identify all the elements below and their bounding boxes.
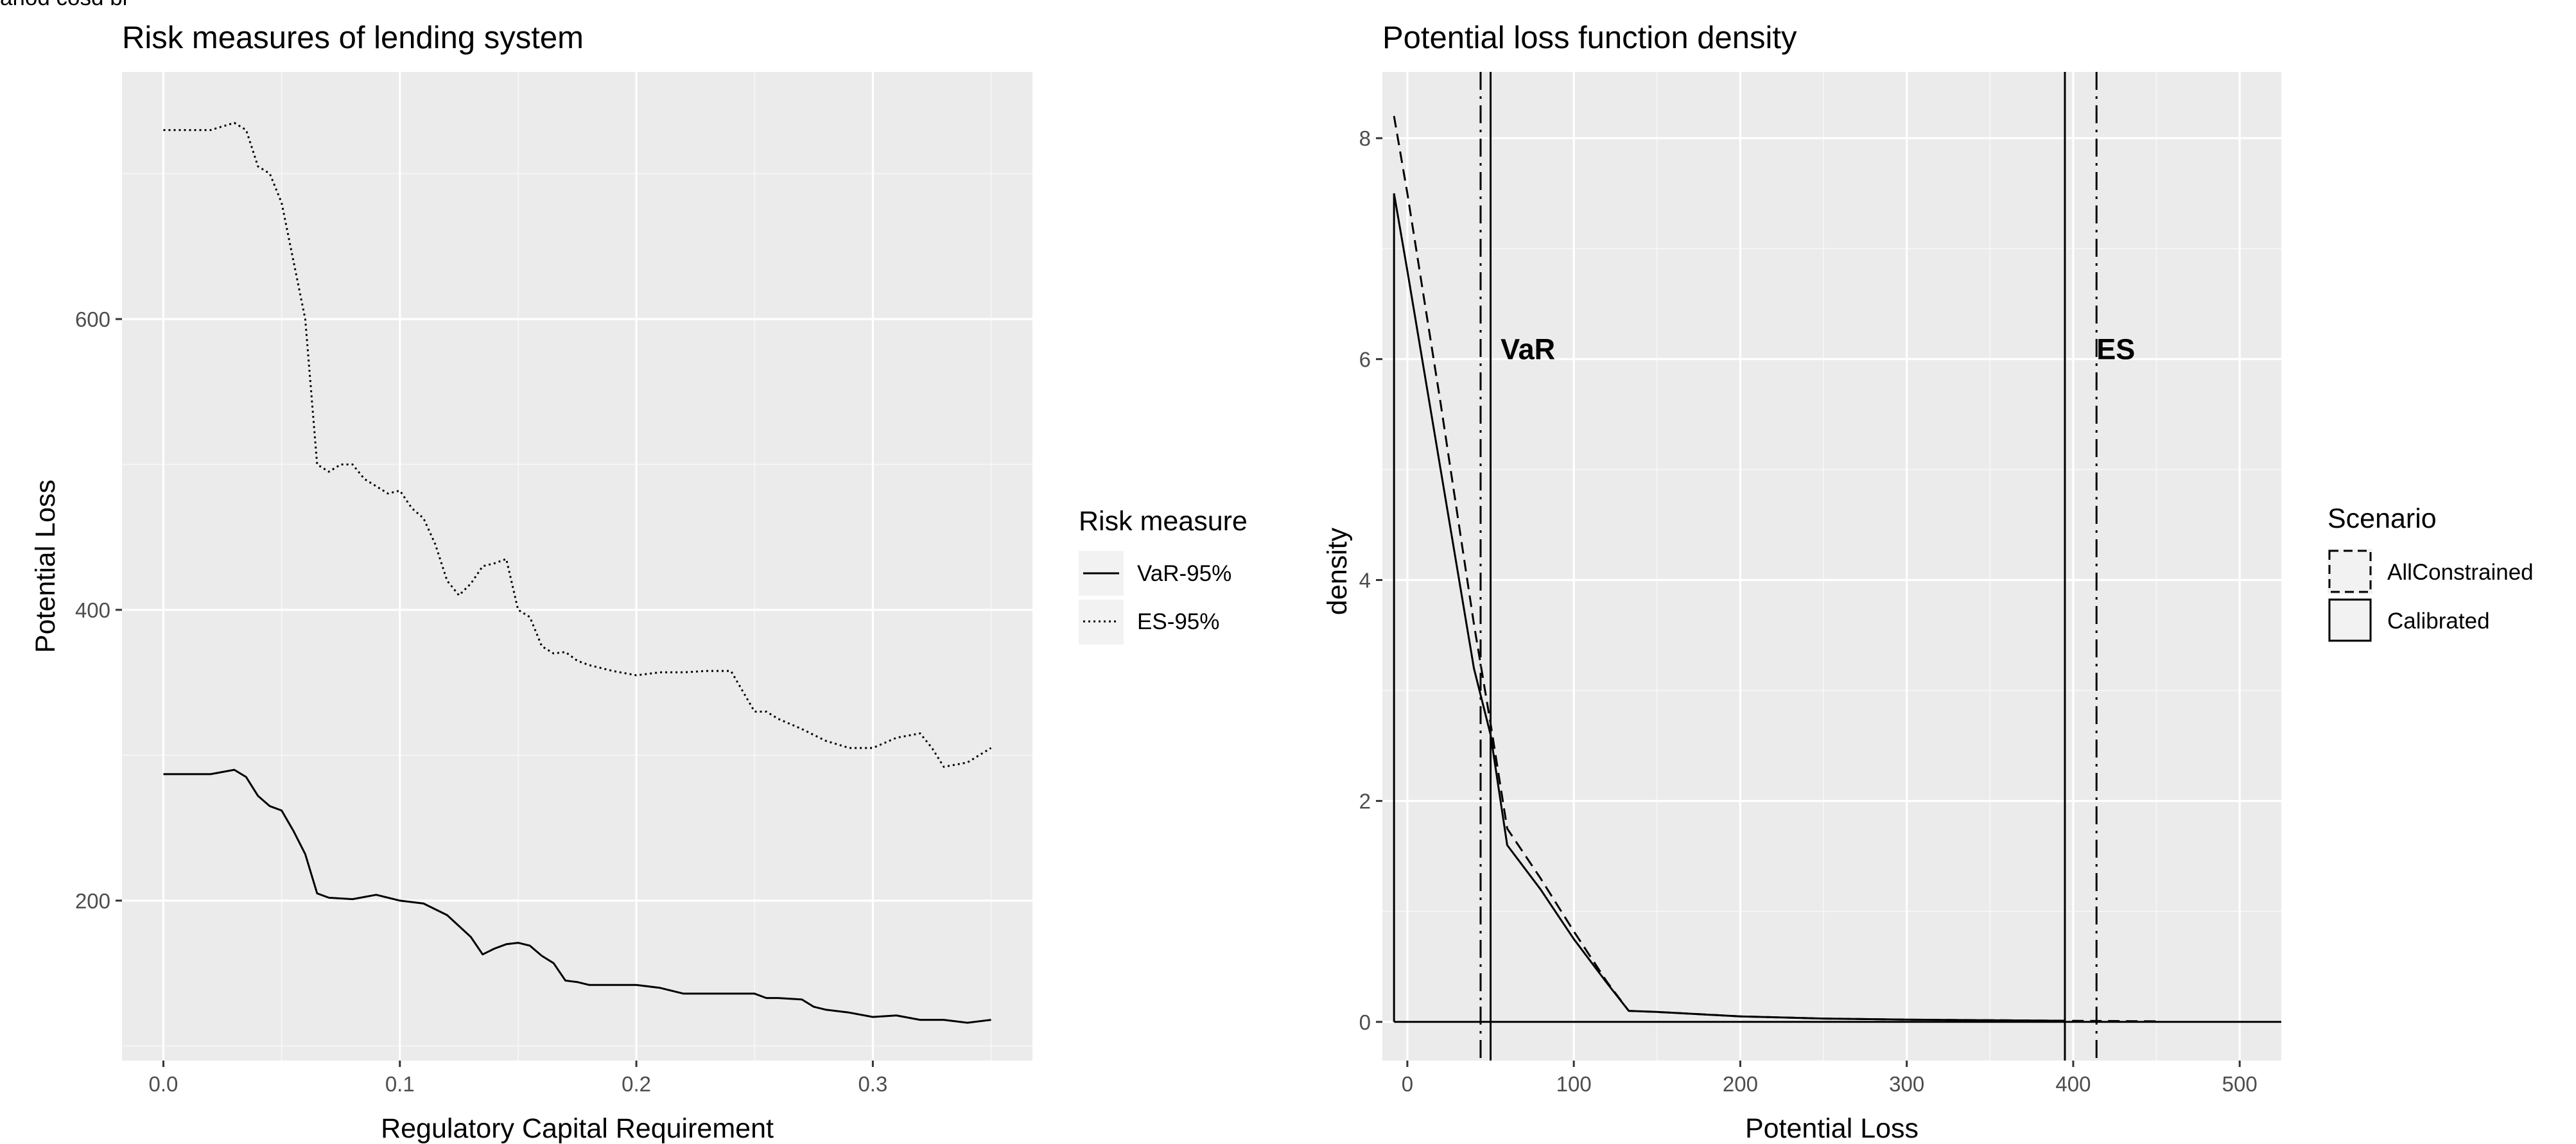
chart1-x-tick-label: 0.1 bbox=[385, 1072, 415, 1096]
chart2-y-tick-label: 4 bbox=[1359, 569, 1371, 593]
chart1-legend-label-var: VaR-95% bbox=[1137, 561, 1231, 586]
chart1-y-axis-title: Potential Loss bbox=[30, 480, 61, 653]
chart2-x-tick-label: 500 bbox=[2222, 1072, 2258, 1096]
chart2-y-tick-label: 6 bbox=[1359, 347, 1371, 371]
chart2-y-tick-label: 8 bbox=[1359, 126, 1371, 150]
chart2-y-axis-title: density bbox=[1322, 527, 1353, 615]
chart2-legend: Scenario AllConstrained Calibrated bbox=[2328, 503, 2534, 643]
chart1-legend-label-es: ES-95% bbox=[1137, 609, 1219, 634]
chart2-annotation-es: ES bbox=[2096, 333, 2135, 365]
chart2-title: Potential loss function density bbox=[1382, 21, 1797, 55]
risk-measures-panel: Risk measures of lending system 0.0 0.1 0.… bbox=[30, 21, 1248, 1144]
chart2-legend-label-allconstrained: AllConstrained bbox=[2387, 560, 2534, 585]
chart1-legend: Risk measure VaR-95% ES-95% bbox=[1079, 506, 1248, 645]
chart2-legend-title: Scenario bbox=[2328, 503, 2437, 534]
loss-density-panel: Potential loss function density VaR ES 0 1… bbox=[1322, 21, 2534, 1144]
chart1-x-tick-label: 0.0 bbox=[149, 1072, 178, 1096]
chart2-annotation-var: VaR bbox=[1501, 333, 1555, 365]
chart1-title: Risk measures of lending system bbox=[122, 21, 584, 55]
chart2-x-tick-label: 400 bbox=[2055, 1072, 2091, 1096]
chart2-legend-key-bg-1 bbox=[2328, 549, 2372, 594]
chart2-x-axis-title: Potential Loss bbox=[1745, 1113, 1919, 1144]
chart1-x-tick-label: 0.3 bbox=[858, 1072, 887, 1096]
chart2-legend-key-bg-2 bbox=[2328, 598, 2372, 643]
chart1-y-tick-label: 600 bbox=[75, 308, 110, 331]
chart2-plot-background bbox=[1382, 72, 2281, 1061]
chart2-x-tick-label: 0 bbox=[1402, 1072, 1413, 1096]
chart2-x-tick-label: 200 bbox=[1723, 1072, 1758, 1096]
chart2-x-tick-label: 100 bbox=[1556, 1072, 1592, 1096]
chart1-x-tick-label: 0.2 bbox=[622, 1072, 651, 1096]
chart2-legend-label-calibrated: Calibrated bbox=[2387, 609, 2490, 634]
chart2-y-tick-label: 0 bbox=[1359, 1010, 1371, 1034]
clipped-header-text: ariod cosd bi bbox=[0, 0, 127, 10]
chart1-plot-background bbox=[122, 72, 1032, 1061]
chart1-x-axis-title: Regulatory Capital Requirement bbox=[381, 1113, 774, 1144]
chart2-y-tick-label: 2 bbox=[1359, 790, 1371, 813]
chart1-y-tick-label: 400 bbox=[75, 598, 110, 622]
chart1-legend-key-bg-2 bbox=[1079, 600, 1124, 645]
chart1-y-tick-label: 200 bbox=[75, 889, 110, 913]
chart2-x-tick-label: 300 bbox=[1889, 1072, 1924, 1096]
chart1-legend-title: Risk measure bbox=[1079, 506, 1248, 537]
